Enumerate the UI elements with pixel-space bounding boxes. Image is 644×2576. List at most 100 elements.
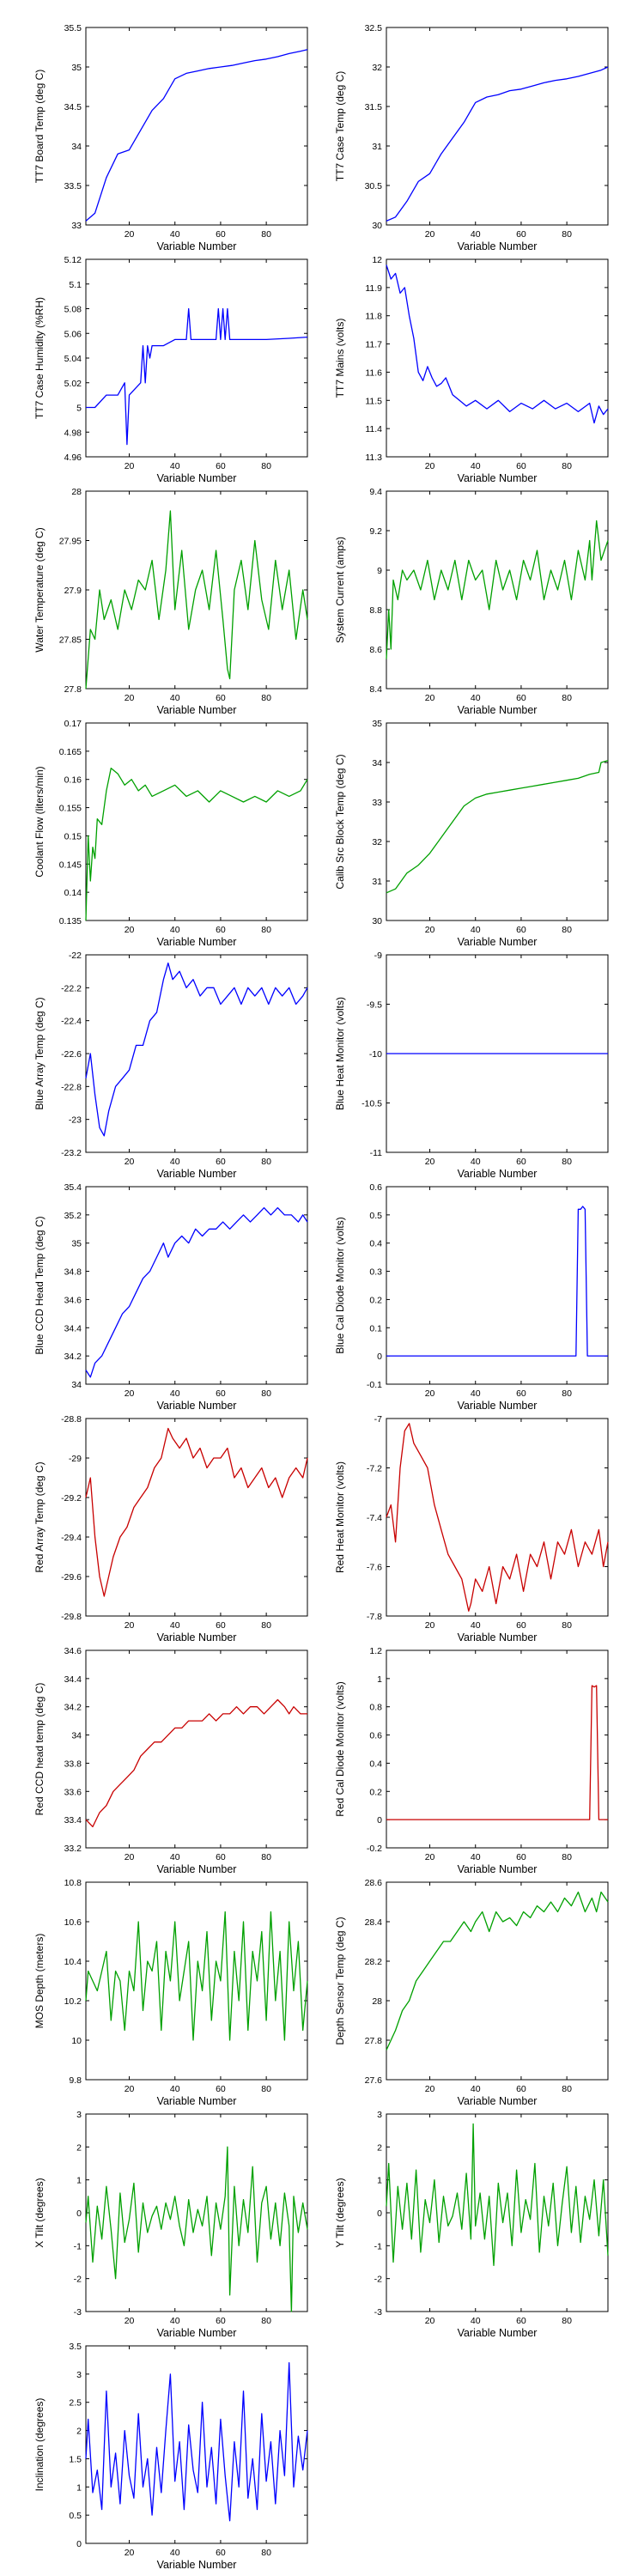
- x-tick-label: 80: [261, 1620, 271, 1631]
- y-tick-label: 11.3: [365, 453, 382, 463]
- x-axis-label: Variable Number: [458, 1168, 538, 1180]
- y-tick-label: 27.6: [365, 2075, 383, 2086]
- x-axis-label: Variable Number: [157, 1863, 237, 1875]
- x-tick-label: 80: [562, 1388, 572, 1399]
- x-tick-label: 40: [170, 1388, 180, 1399]
- y-tick-label: 34: [71, 1731, 82, 1741]
- x-axis-label: Variable Number: [157, 472, 237, 484]
- series-line-red-array-temp: [85, 1427, 308, 1597]
- panel-inclination: 0 0.5 1 1.5 2 2.5 3 3.5 20 40 60 80 Variable Number I…: [33, 2342, 308, 2571]
- y-tick-label: 31: [372, 142, 382, 152]
- x-tick-label: 20: [425, 1388, 435, 1399]
- plot-frame: [386, 722, 609, 921]
- x-tick-label: 40: [170, 2316, 180, 2326]
- y-tick-label: -7.2: [367, 1464, 382, 1474]
- panel-x-tilt: -3 -2 -1 0 1 2 3 20 40 60 80 Variable Number X Tilt …: [33, 2110, 308, 2339]
- series-line-system-current: [386, 519, 609, 659]
- x-tick-label: 80: [562, 925, 572, 935]
- x-tick-label: 20: [125, 461, 135, 471]
- x-tick-label: 80: [261, 693, 271, 703]
- y-tick-label: -1: [374, 2241, 382, 2251]
- x-tick-label: 80: [562, 1620, 572, 1631]
- y-tick-label: 3: [377, 2110, 382, 2120]
- x-tick-label: 60: [216, 1852, 226, 1862]
- x-tick-label: 40: [170, 2548, 180, 2558]
- y-tick-label: 32: [372, 63, 382, 73]
- y-tick-label: -11: [370, 1148, 383, 1158]
- y-tick-label: 34.6: [64, 1646, 82, 1656]
- y-axis-label: Water Temperature (deg C): [33, 527, 46, 652]
- y-tick-label: 35: [372, 719, 382, 729]
- y-tick-label: -7.6: [367, 1563, 382, 1573]
- y-tick-label: 11.9: [365, 283, 382, 294]
- y-tick-label: 34.8: [64, 1267, 82, 1278]
- y-tick-label: 34.6: [64, 1295, 82, 1305]
- y-axis-label: Red CCD head temp (deg C): [33, 1683, 46, 1816]
- y-tick-label: 3: [76, 2370, 82, 2380]
- panel-tt7-board-temp: 33 33.5 34 34.5 35 35.5 20 40 60 80 Variable Numbe…: [33, 23, 308, 252]
- series-line-inclination: [85, 2362, 308, 2522]
- y-tick-label: 0.145: [59, 860, 82, 870]
- panel-red-array-temp: -29.8 -29.6 -29.4 -29.2 -29 -28.8 20 40 60 80 Vari…: [33, 1414, 308, 1643]
- panel-mos-depth: 9.8 10 10.2 10.4 10.6 10.8 20 40 60 80 Variable Nu…: [33, 1878, 308, 2107]
- x-tick-label: 60: [516, 693, 526, 703]
- series-line-depth-sensor-temp: [386, 1891, 609, 2050]
- series-line-tt7-case-temp: [386, 66, 609, 222]
- x-tick-label: 60: [216, 2548, 226, 2558]
- y-tick-label: 0.14: [64, 888, 82, 898]
- x-tick-label: 80: [261, 2084, 271, 2094]
- y-tick-label: 1: [377, 1674, 382, 1685]
- y-tick-label: -3: [74, 2307, 82, 2318]
- panel-y-tilt: -3 -2 -1 0 1 2 3 20 40 60 80 Variable Number Y Tilt …: [334, 2110, 609, 2339]
- series-line-blue-array-temp: [85, 962, 308, 1137]
- y-tick-label: 5.08: [64, 305, 82, 315]
- y-axis-label: MOS Depth (meters): [33, 1934, 46, 2029]
- plot-frame: [85, 1186, 308, 1385]
- x-tick-label: 20: [125, 1620, 135, 1631]
- x-tick-label: 40: [170, 925, 180, 935]
- x-axis-label: Variable Number: [157, 2095, 237, 2107]
- y-tick-label: 0: [76, 2539, 82, 2549]
- y-tick-label: 0.5: [69, 2511, 82, 2521]
- x-axis-label: Variable Number: [157, 1168, 237, 1180]
- y-tick-label: 10.6: [64, 1917, 82, 1928]
- y-tick-label: -7: [374, 1414, 382, 1425]
- y-tick-label: 34: [71, 142, 82, 152]
- x-axis-label: Variable Number: [458, 1400, 538, 1412]
- y-tick-label: 11.5: [365, 396, 382, 406]
- x-tick-label: 20: [425, 1620, 435, 1631]
- y-tick-label: -2: [74, 2275, 82, 2285]
- y-tick-label: 3: [76, 2110, 82, 2120]
- x-tick-label: 60: [516, 1620, 526, 1631]
- x-tick-label: 20: [425, 693, 435, 703]
- plot-frame: [386, 1881, 609, 2081]
- y-tick-label: -7.4: [367, 1513, 382, 1523]
- y-tick-label: 28.2: [365, 1957, 383, 1967]
- y-tick-label: 0.8: [369, 1703, 382, 1713]
- y-tick-label: 10.2: [64, 1996, 82, 2007]
- y-tick-label: 30.5: [365, 181, 383, 191]
- y-tick-label: 35.5: [64, 23, 82, 33]
- y-tick-label: 1: [76, 2482, 82, 2493]
- x-tick-label: 60: [516, 229, 526, 240]
- y-tick-label: -29.8: [61, 1612, 82, 1622]
- y-tick-label: 2: [377, 2142, 382, 2153]
- x-tick-label: 60: [516, 1852, 526, 1862]
- plot-frame: [85, 27, 308, 226]
- panel-tt7-mains: 11.3 11.4 11.5 11.6 11.7 11.8 11.9 12 20 40 60 80 Va…: [334, 255, 609, 484]
- x-tick-label: 20: [425, 925, 435, 935]
- x-tick-label: 20: [125, 1852, 135, 1862]
- y-axis-label: Coolant Flow (liters/min): [33, 766, 46, 877]
- series-line-blue-cal-diode-monitor: [386, 1206, 608, 1357]
- x-tick-label: 40: [170, 2084, 180, 2094]
- plot-frame: [85, 722, 308, 921]
- y-tick-label: 0.1: [369, 1323, 382, 1334]
- panel-red-heat-monitor: -7.8 -7.6 -7.4 -7.2 -7 20 40 60 80 Variable Numbe…: [334, 1414, 609, 1643]
- x-tick-label: 80: [562, 2316, 572, 2326]
- y-tick-label: 27.8: [365, 2036, 383, 2046]
- x-axis-label: Variable Number: [458, 240, 538, 252]
- y-tick-label: 28: [71, 487, 82, 497]
- x-tick-label: 40: [170, 1852, 180, 1862]
- y-axis-label: Y Tilt (degrees): [334, 2178, 346, 2247]
- y-tick-label: 8.6: [369, 645, 382, 655]
